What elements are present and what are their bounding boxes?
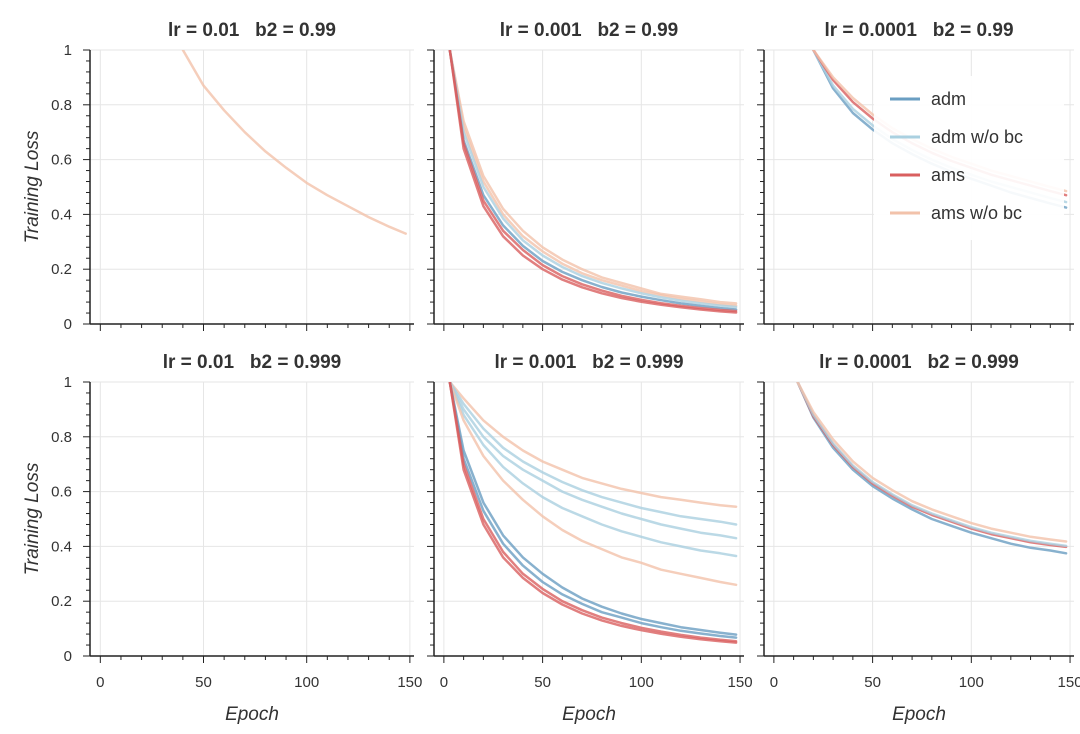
panel-title: lr = 0.01 b2 = 0.999 <box>163 352 342 373</box>
x-tick-label: 150 <box>397 674 422 691</box>
panel-title: lr = 0.0001 b2 = 0.999 <box>819 352 1019 373</box>
y-axis-title: Training Loss <box>22 130 43 243</box>
legend-label: adm <box>931 89 966 109</box>
legend-label: ams <box>931 165 965 185</box>
panel-title: lr = 0.001 b2 = 0.99 <box>500 20 679 41</box>
series-group <box>796 382 1068 555</box>
x-tick-label: 150 <box>1058 674 1080 691</box>
series-line <box>796 382 1068 548</box>
x-tick-label: 100 <box>294 674 319 691</box>
panel-1: 0 0.2 0.4 0.6 0.8 1 Training Loss lr = 0.01 b2 … <box>22 20 414 333</box>
series-line <box>448 50 738 313</box>
grid <box>90 381 414 657</box>
panel-4: 0 0.2 0.4 0.6 0.8 1 Training Loss 0 50 100 150 Epoc… <box>22 352 422 725</box>
series-line <box>448 50 738 307</box>
x-tick-label: 50 <box>534 674 551 691</box>
series-line <box>448 50 738 309</box>
x-tick-label: 150 <box>728 674 753 691</box>
x-tick-label: 0 <box>440 674 448 691</box>
series-line <box>181 50 407 235</box>
y-tick-label: 0 <box>64 648 72 665</box>
y-tick-label: 1 <box>64 42 72 59</box>
x-tick-label: 0 <box>770 674 778 691</box>
x-axis-title: Epoch <box>892 704 946 725</box>
series-line <box>796 382 1068 543</box>
series-group <box>181 50 407 235</box>
grid <box>764 381 1074 657</box>
series-line <box>448 382 738 643</box>
series-line <box>448 382 738 639</box>
x-axis-title: Epoch <box>562 704 616 725</box>
legend-label: ams w/o bc <box>931 203 1022 223</box>
x-tick-label: 0 <box>96 674 104 691</box>
panel-6: 0 50 100 150 Epoch lr = 0.0001 b2 = 0.999 <box>757 352 1080 725</box>
y-tick-label: 0.2 <box>51 593 72 610</box>
series-line <box>448 382 738 587</box>
series-line <box>448 50 738 311</box>
legend-label: adm w/o bc <box>931 127 1023 147</box>
y-tick-label: 0.2 <box>51 261 72 278</box>
y-tick-label: 0.8 <box>51 429 72 446</box>
series-line <box>448 382 738 644</box>
series-line <box>448 50 738 314</box>
panel-5: 0 50 100 150 Epoch lr = 0.001 b2 = 0.999 <box>427 352 753 725</box>
x-tick-label: 50 <box>864 674 881 691</box>
y-tick-label: 0.4 <box>51 538 72 555</box>
series-line <box>448 382 738 526</box>
series-line <box>796 382 1068 555</box>
y-tick-label: 0.8 <box>51 97 72 114</box>
y-tick-label: 0 <box>64 316 72 333</box>
grid <box>90 49 414 325</box>
series-line <box>448 382 738 508</box>
y-tick-label: 0.4 <box>51 206 72 223</box>
series-line <box>448 382 738 540</box>
x-tick-label: 100 <box>959 674 984 691</box>
x-tick-label: 50 <box>195 674 212 691</box>
series-line <box>448 382 738 636</box>
x-axis-title: Epoch <box>225 704 279 725</box>
y-tick-label: 0.6 <box>51 152 72 169</box>
panel-title: lr = 0.001 b2 = 0.999 <box>494 352 683 373</box>
y-tick-label: 0.6 <box>51 484 72 501</box>
series-group <box>448 50 738 314</box>
series-line <box>796 382 1068 549</box>
panel-title: lr = 0.0001 b2 = 0.99 <box>824 20 1013 41</box>
x-tick-label: 100 <box>629 674 654 691</box>
series-group <box>448 382 738 644</box>
y-tick-label: 1 <box>64 374 72 391</box>
legend: adm adm w/o bc ams ams w/o bc <box>874 76 1064 240</box>
y-axis-title: Training Loss <box>22 462 43 575</box>
panel-2: lr = 0.001 b2 = 0.99 <box>427 20 744 331</box>
panel-title: lr = 0.01 b2 = 0.99 <box>168 20 336 41</box>
series-line <box>448 50 738 305</box>
series-line <box>448 382 738 558</box>
